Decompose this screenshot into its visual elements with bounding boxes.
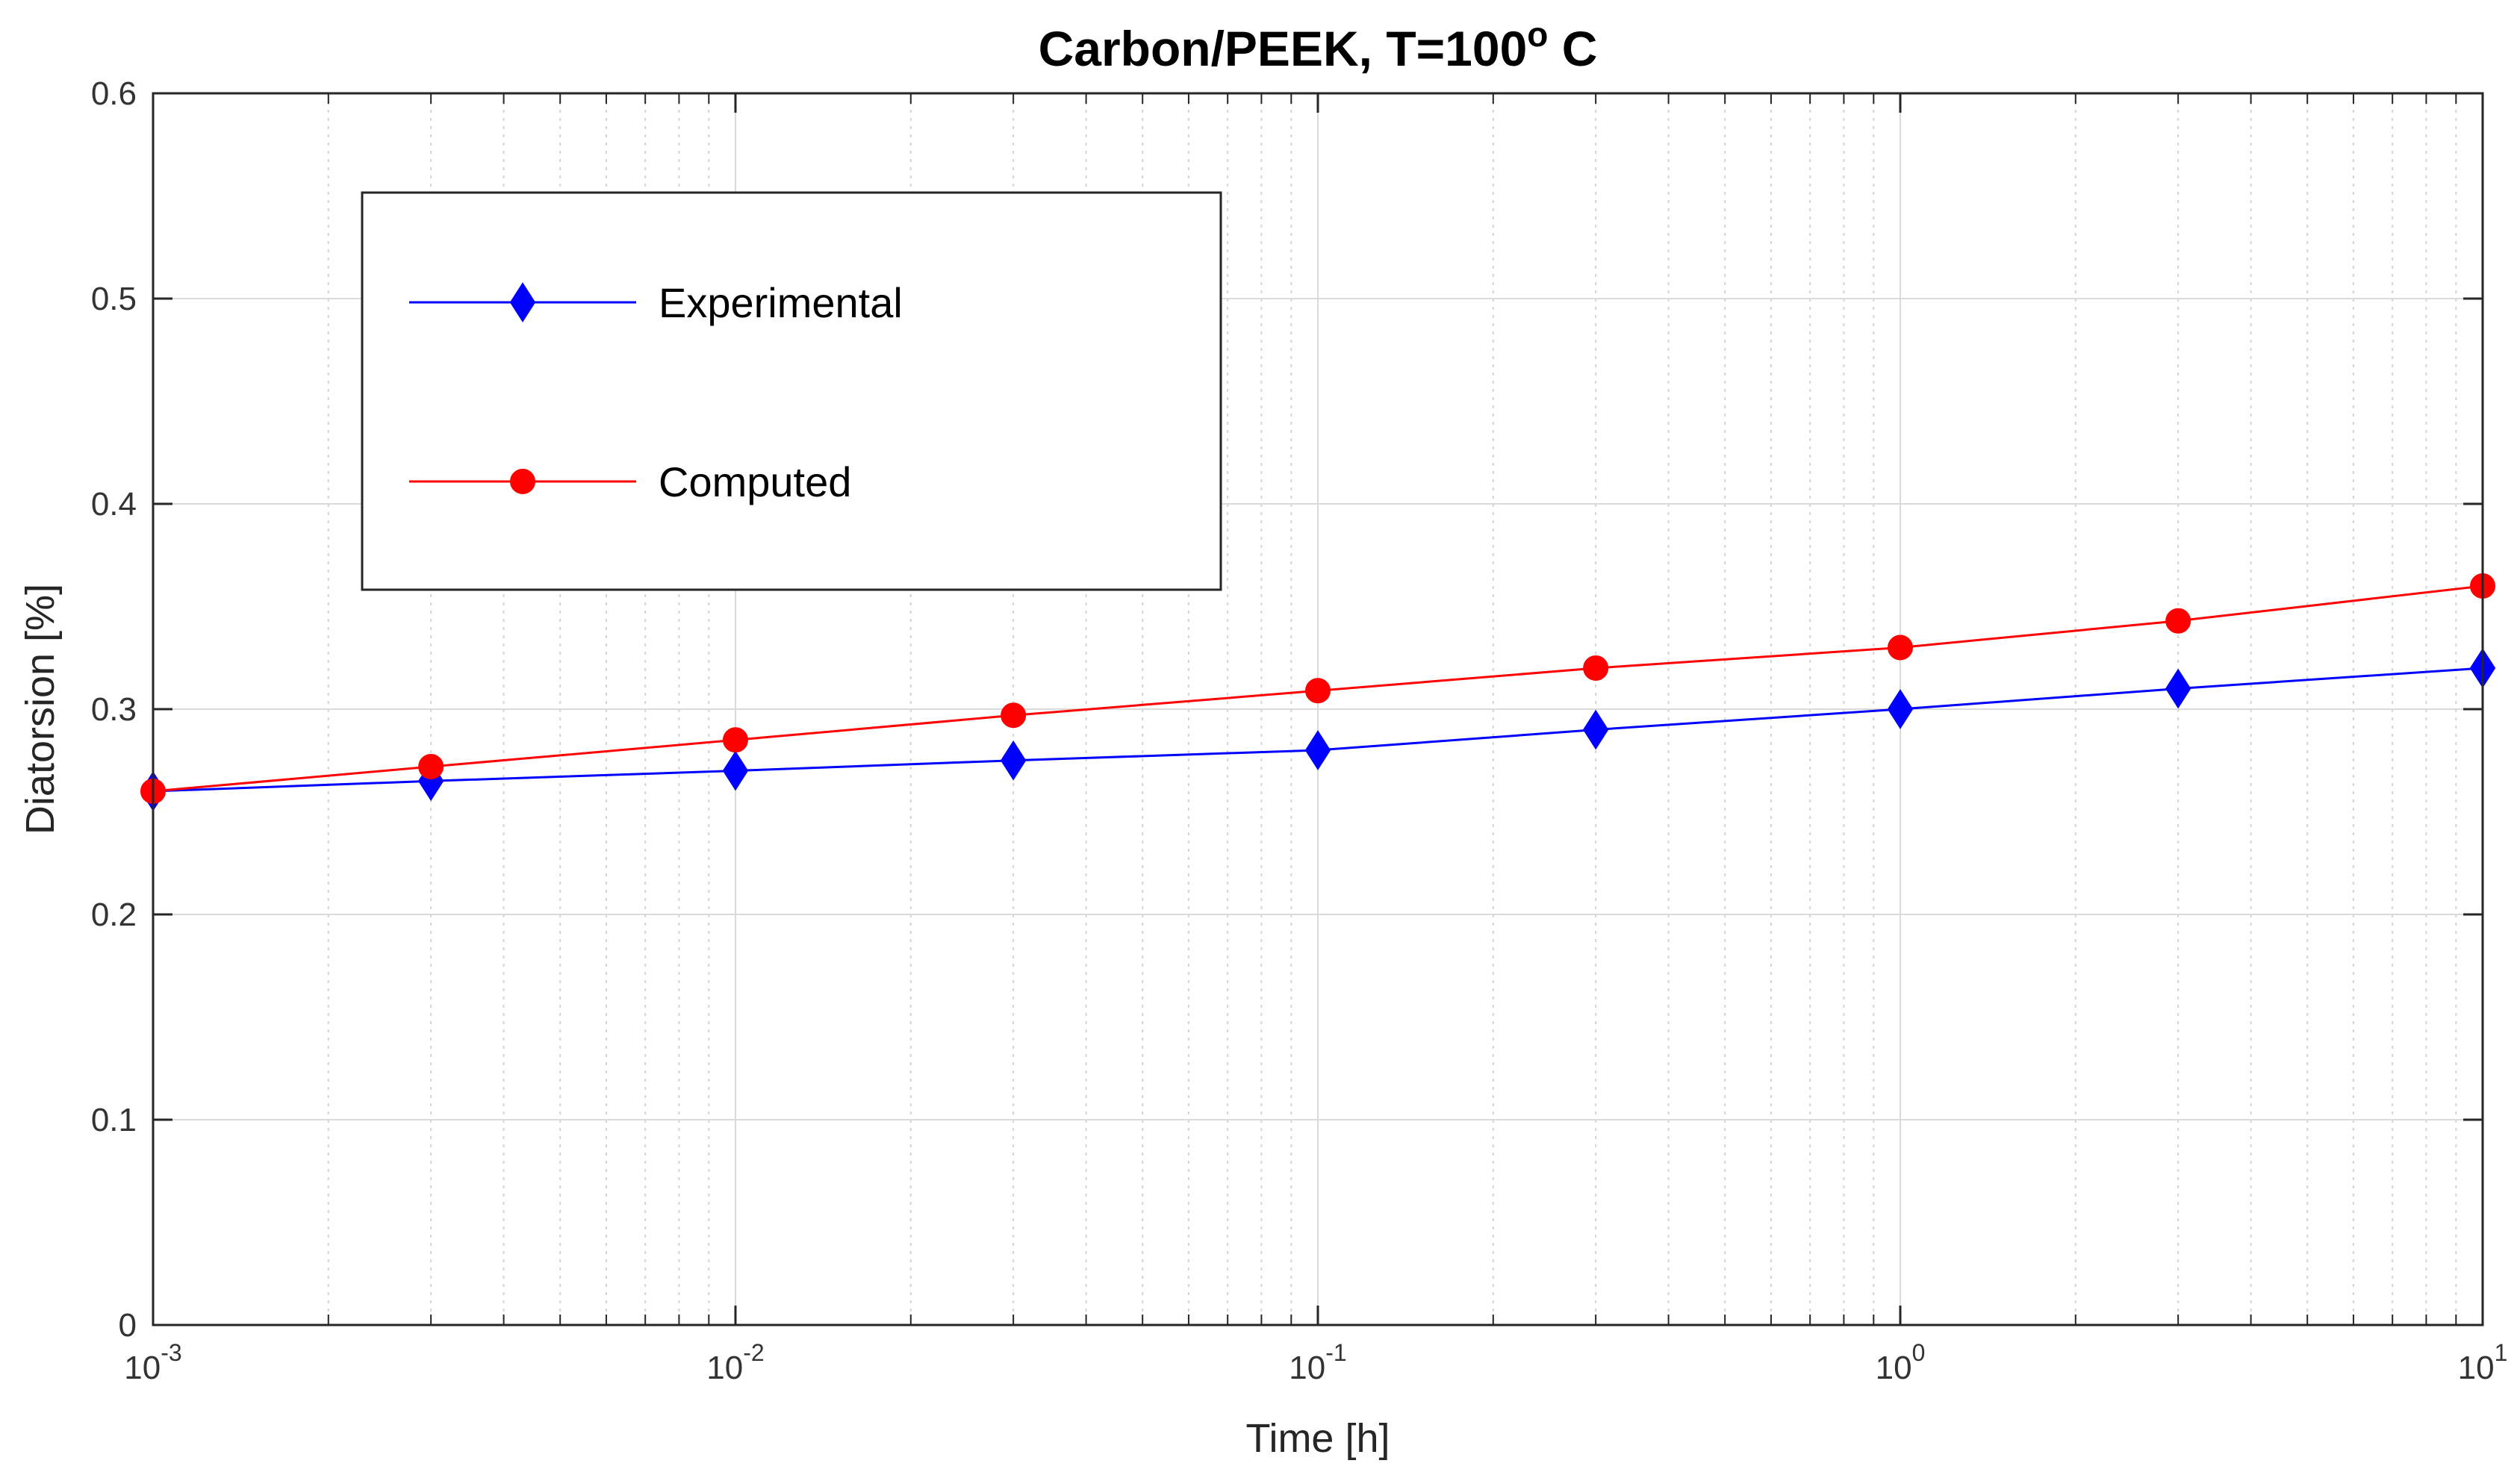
legend-label-experimental: Experimental [659, 279, 903, 326]
tick-marks [152, 92, 2484, 1326]
x-tick-label: 10-3 [124, 1339, 181, 1386]
chart-title: Carbon/PEEK, T=100o C [1039, 15, 1598, 76]
legend-item-experimental: Experimental [409, 279, 903, 326]
data-point-computed [418, 754, 444, 779]
x-tick-label: 100 [1876, 1339, 1926, 1386]
y-tick-label: 0.4 [91, 486, 137, 523]
data-point-experimental [1582, 709, 1609, 750]
y-tick-label: 0 [119, 1307, 137, 1344]
y-tick-label: 0.1 [91, 1102, 137, 1138]
x-tick-label: 10-1 [1289, 1339, 1346, 1386]
data-point-experimental [1887, 689, 1914, 729]
y-tick-labels: 0 0.1 0.2 0.3 0.4 0.5 0.6 [91, 75, 137, 1344]
data-point-experimental [722, 750, 749, 791]
data-point-computed [723, 727, 748, 753]
data-point-computed [1888, 635, 1913, 661]
data-point-computed [1001, 702, 1027, 729]
x-axis-label: Time [h] [1245, 1416, 1390, 1461]
legend-label-computed: Computed [659, 458, 851, 505]
legend: Experimental Computed [361, 191, 1222, 591]
legend-marker-computed [510, 469, 535, 494]
y-tick-label: 0.6 [91, 75, 137, 112]
data-point-computed [2165, 608, 2191, 634]
y-tick-label: 0.2 [91, 897, 137, 933]
data-point-computed [1305, 678, 1331, 704]
data-point-experimental [2165, 668, 2191, 709]
x-tick-label: 101 [2458, 1339, 2508, 1386]
data-point-computed [1583, 655, 1609, 681]
series-computed [140, 573, 2495, 804]
y-axis-label: Diatorsion [%] [18, 584, 63, 835]
y-tick-label: 0.3 [91, 691, 137, 728]
data-point-experimental [1000, 740, 1027, 781]
legend-box [361, 191, 1222, 591]
data-point-experimental [1304, 730, 1331, 770]
legend-marker-experimental [509, 282, 536, 322]
y-tick-label: 0.5 [91, 281, 137, 317]
legend-items: Experimental Computed [409, 279, 903, 505]
x-tick-label: 10-2 [706, 1339, 764, 1386]
legend-item-computed: Computed [409, 458, 851, 505]
x-tick-labels: 10-3 10-2 10-1 100 101 [124, 1339, 2507, 1386]
